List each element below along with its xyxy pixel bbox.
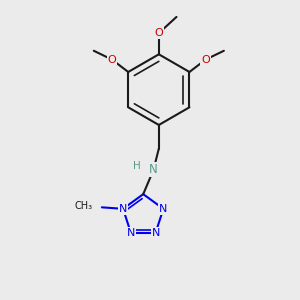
Text: N: N <box>127 227 135 238</box>
Text: O: O <box>201 55 210 64</box>
Text: H: H <box>134 161 141 171</box>
Text: N: N <box>152 227 160 238</box>
Text: O: O <box>108 55 116 64</box>
Text: O: O <box>154 28 163 38</box>
Text: N: N <box>119 204 127 214</box>
Text: CH₃: CH₃ <box>74 202 92 212</box>
Text: N: N <box>159 204 168 214</box>
Text: N: N <box>149 163 158 176</box>
